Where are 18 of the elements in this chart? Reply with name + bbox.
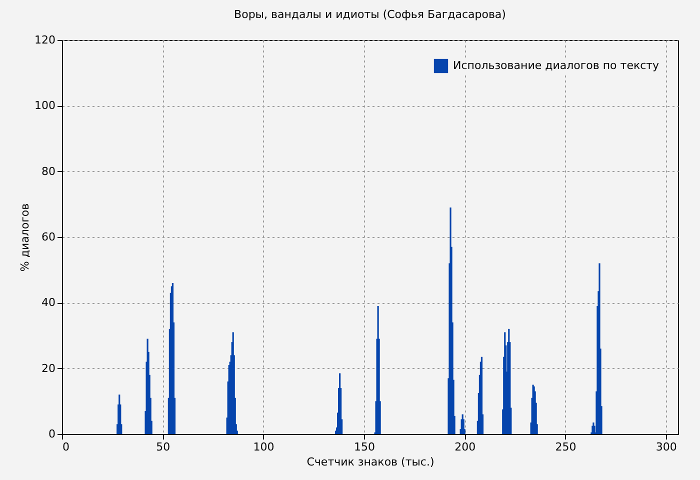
y-tick-label: 100: [34, 99, 56, 112]
y-axis-title: % диалогов: [18, 203, 32, 272]
x-tick-label: 300: [656, 440, 677, 454]
x-tick-label: 250: [555, 440, 576, 454]
x-tick-label: 100: [253, 440, 274, 454]
y-tick-label: 80: [42, 164, 56, 178]
x-tick-label: 150: [354, 440, 375, 454]
x-tick-label: 200: [454, 440, 476, 454]
y-tick-label: 20: [42, 362, 56, 375]
x-tick-label: 0: [62, 440, 70, 454]
x-tick-label: 50: [156, 440, 170, 454]
y-tick-label: 0: [48, 428, 56, 440]
x-axis-title: Счетчик знаков (тыс.): [306, 456, 434, 468]
chart-title: Воры, вандалы и идиоты (Софья Багдасарова): [234, 8, 506, 21]
y-tick-label: 40: [42, 296, 56, 310]
y-tick-label: 60: [42, 230, 56, 244]
y-tick-label: 120: [34, 34, 56, 46]
legend-label: Использование диалогов по тексту: [453, 59, 660, 72]
